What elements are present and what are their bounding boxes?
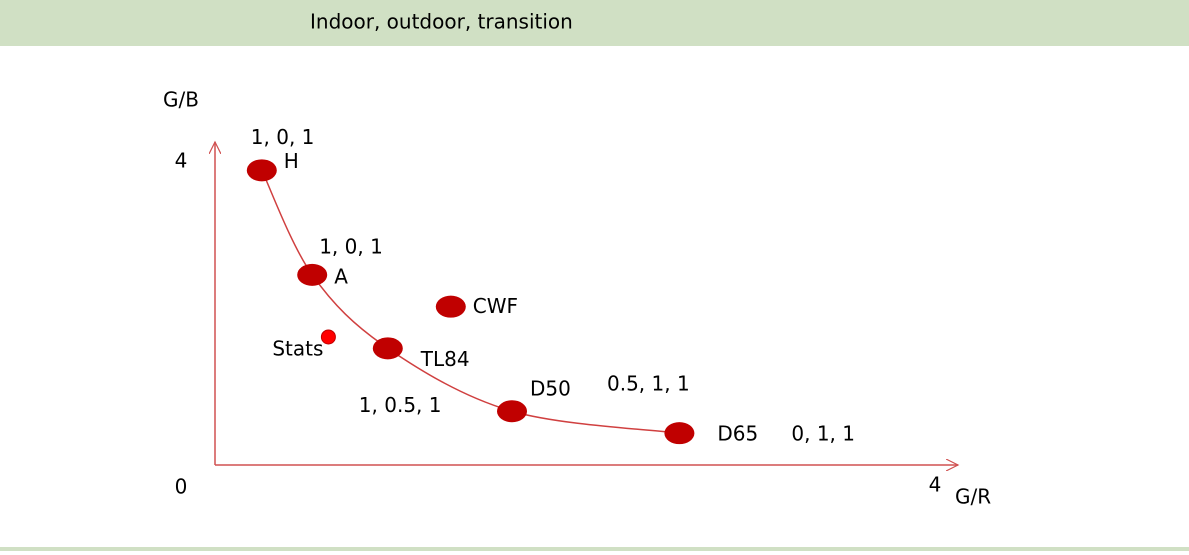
y-tick-label: 4: [175, 149, 188, 173]
y-tick-label: 0: [175, 475, 188, 499]
point: [664, 422, 695, 445]
x-tick-label: 4: [929, 473, 942, 497]
point-label: CWF: [473, 294, 518, 318]
point: [435, 295, 466, 318]
weight-label: 1, 0, 1: [251, 125, 315, 149]
point-label: D50: [530, 377, 571, 401]
weight-label: 0, 1, 1: [791, 422, 855, 446]
stats-label: Stats: [272, 336, 323, 360]
point: [497, 400, 527, 423]
point: [246, 159, 277, 182]
footer-band: [0, 547, 1189, 551]
point-label: A: [334, 264, 348, 288]
y-axis-label: G/B: [163, 88, 199, 112]
point-label: H: [284, 149, 299, 173]
point-label: TL84: [420, 347, 470, 371]
x-axis-label: G/R: [955, 485, 991, 509]
weight-label: 1, 0, 1: [319, 234, 383, 258]
weight-label: 0.5, 1, 1: [607, 372, 690, 396]
point-label: D65: [717, 422, 758, 446]
chart-title: Indoor, outdoor, transition: [310, 10, 573, 34]
stats-point: [320, 329, 336, 345]
header-band: [0, 0, 1189, 46]
point: [372, 337, 403, 360]
weight-label: 1, 0.5, 1: [359, 393, 442, 417]
point: [297, 263, 328, 286]
